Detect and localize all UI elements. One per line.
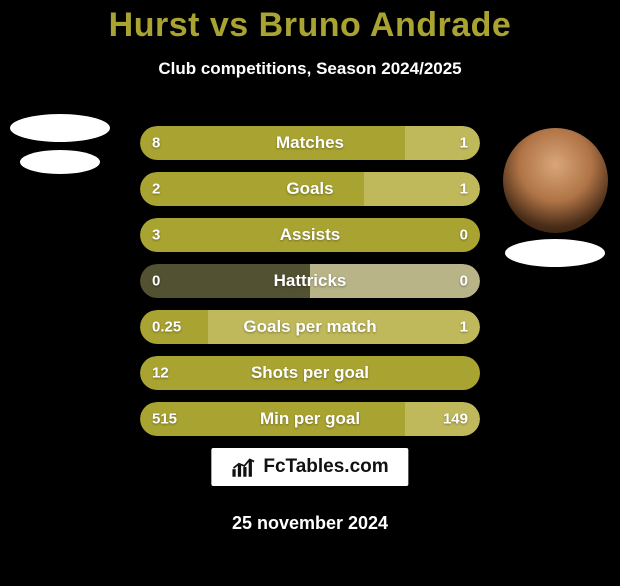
flag-placeholder [505,239,605,267]
chart-icon [231,456,257,478]
bar-left-segment [140,218,480,252]
bar-right-segment [405,126,480,160]
player-right [500,128,610,275]
stat-bar: 515149Min per goal [140,402,480,436]
subtitle: Club competitions, Season 2024/2025 [0,59,620,79]
bar-left-segment [140,126,405,160]
avatar-photo [503,128,608,233]
bar-left-segment [140,172,364,206]
date: 25 november 2024 [0,513,620,534]
stat-bar: 00Hattricks [140,264,480,298]
bar-left-segment [140,310,208,344]
flag-placeholder [20,150,100,174]
watermark: FcTables.com [211,448,408,486]
stat-bar: 30Assists [140,218,480,252]
bar-right-segment [310,264,480,298]
bar-right-segment [405,402,480,436]
stat-bar: 0.251Goals per match [140,310,480,344]
watermark-text: FcTables.com [263,456,388,478]
bar-left-segment [140,402,405,436]
stat-bars: 81Matches 21Goals 30Assists 00Hattricks 0.25… [140,126,480,448]
avatar [503,128,608,233]
flag-placeholder [10,114,110,142]
bar-right-segment [364,172,480,206]
bar-right-segment [208,310,480,344]
page-title: Hurst vs Bruno Andrade [0,6,620,45]
bar-left-segment [140,356,480,390]
stat-bar: 21Goals [140,172,480,206]
bar-left-segment [140,264,310,298]
stat-bar: 12Shots per goal [140,356,480,390]
stat-bar: 81Matches [140,126,480,160]
player-left [5,114,115,182]
